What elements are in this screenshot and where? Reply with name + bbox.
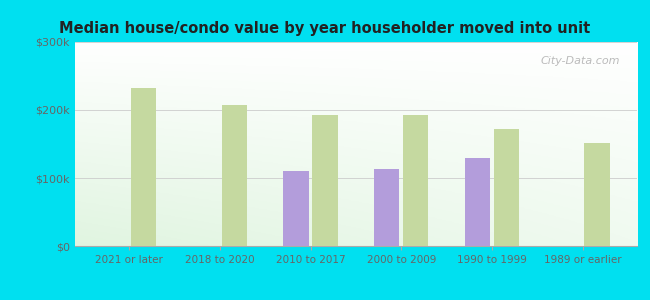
Bar — [584, 142, 610, 246]
Bar — [313, 115, 338, 246]
Bar — [494, 129, 519, 246]
Text: City-Data.com: City-Data.com — [541, 56, 620, 66]
Bar — [283, 171, 309, 246]
Bar — [374, 169, 399, 246]
Text: Median house/condo value by year householder moved into unit: Median house/condo value by year househo… — [59, 21, 591, 36]
Bar — [131, 88, 157, 246]
Bar — [222, 105, 247, 246]
Bar — [465, 158, 490, 246]
Bar — [403, 115, 428, 246]
